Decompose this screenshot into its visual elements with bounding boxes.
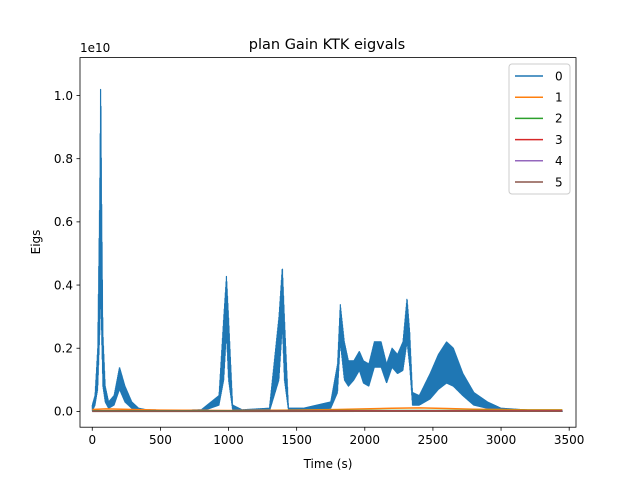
y-axis: 0.0 0.2 0.4 0.6 0.8 1.0 <box>54 89 80 419</box>
y-tick-label: 0.6 <box>54 215 73 229</box>
y-tick-label: 0.4 <box>54 278 73 292</box>
legend-label: 2 <box>555 112 563 126</box>
series-layer <box>91 88 563 413</box>
y-axis-title: Eigs <box>29 230 43 255</box>
chart-title: plan Gain KTK eigvals <box>249 37 405 53</box>
x-tick-label: 2500 <box>418 433 449 447</box>
x-tick-label: 2000 <box>350 433 381 447</box>
y-tick-label: 0.0 <box>54 405 73 419</box>
x-axis-title: Time (s) <box>303 457 353 471</box>
legend-label: 5 <box>555 175 563 189</box>
series-line-1 <box>92 407 563 412</box>
y-tick-label: 0.2 <box>54 342 73 356</box>
plot-area <box>79 57 577 428</box>
y-offset-text: 1e10 <box>80 41 110 55</box>
x-tick-label: 3500 <box>554 433 585 447</box>
y-tick-label: 1.0 <box>54 89 73 103</box>
legend-label: 3 <box>555 133 563 147</box>
x-axis: 0 500 1000 1500 2000 2500 3000 3500 <box>88 427 584 447</box>
legend: 0 1 2 3 4 5 <box>508 63 571 195</box>
x-tick-label: 3000 <box>486 433 517 447</box>
legend-label: 4 <box>555 154 563 168</box>
x-tick-label: 500 <box>149 433 172 447</box>
x-tick-label: 1000 <box>213 433 244 447</box>
x-tick-label: 1500 <box>281 433 312 447</box>
legend-label: 1 <box>555 91 563 105</box>
x-tick-label: 0 <box>88 433 96 447</box>
plot-frame <box>79 57 577 428</box>
y-tick-label: 0.8 <box>54 152 73 166</box>
legend-label: 0 <box>555 69 563 83</box>
